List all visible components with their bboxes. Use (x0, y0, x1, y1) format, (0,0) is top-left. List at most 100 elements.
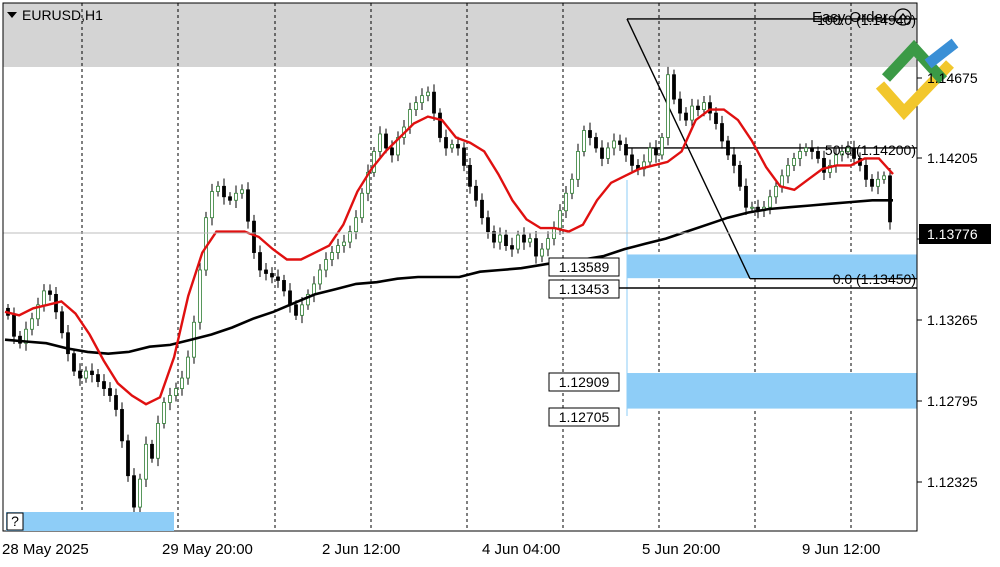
candle (30, 312, 34, 336)
candle (228, 192, 232, 205)
candle (630, 147, 634, 173)
candle (720, 115, 724, 149)
symbol-label: EURUSD,H1 (22, 7, 103, 23)
time-tick: 4 Jun 04:00 (482, 541, 560, 558)
candle (270, 267, 274, 284)
candle (348, 225, 352, 249)
candle (162, 397, 166, 429)
price-scale: 1.14675 1.14205 1.13735 1.13265 1.12795 … (917, 70, 978, 490)
easy-order-label[interactable]: Easy Order (812, 9, 888, 26)
candle (102, 374, 106, 396)
price-box-3[interactable]: 1.12909 (548, 372, 620, 392)
brand-logo (875, 38, 959, 121)
candle (600, 140, 604, 167)
fib-level-100-label: 100.0 (1.14940) (817, 12, 916, 28)
candle (168, 387, 172, 411)
time-tick: 5 Jun 20:00 (642, 541, 720, 558)
fib-trend-line[interactable] (626, 18, 751, 280)
price-history-band (3, 3, 917, 67)
time-scale: 28 May 2025 29 May 20:00 2 Jun 12:00 4 J… (2, 541, 880, 558)
candle (258, 245, 262, 277)
time-tick: 9 Jun 12:00 (802, 541, 880, 558)
candle (528, 233, 532, 248)
time-tick: 28 May 2025 (2, 541, 89, 558)
candle (372, 146, 376, 177)
candle (612, 133, 616, 156)
candle (648, 142, 652, 168)
price-box-1[interactable]: 1.13589 (548, 257, 620, 277)
fibonacci-retracement[interactable] (626, 18, 917, 280)
candle (822, 150, 826, 181)
candle (126, 434, 130, 482)
candle (78, 363, 82, 386)
candle (888, 168, 892, 230)
candle (516, 230, 520, 254)
candle (84, 366, 88, 383)
price-box-4[interactable]: 1.12705 (548, 407, 620, 427)
price-box-3-label: 1.12909 (559, 374, 610, 390)
fib-level-50-label: 50.0 (1.14200) (825, 142, 916, 158)
candle (606, 142, 610, 164)
candle (240, 184, 244, 199)
candle (534, 231, 538, 264)
candle (24, 321, 28, 351)
candle (840, 144, 844, 162)
candle (522, 227, 526, 250)
candle (462, 142, 466, 172)
help-button[interactable] (6, 512, 24, 531)
candle (342, 234, 346, 253)
candle (678, 91, 682, 121)
time-tick: 29 May 20:00 (162, 541, 253, 558)
current-price-label: 1.13776 (927, 226, 978, 242)
candle (576, 143, 580, 188)
candle (486, 210, 490, 239)
symbol-menu-icon[interactable] (7, 12, 17, 18)
candles (6, 66, 892, 515)
price-zone-1[interactable] (627, 254, 917, 279)
help-icon[interactable]: ? (11, 513, 19, 529)
candle (180, 370, 184, 396)
candle (690, 98, 694, 128)
candle (450, 139, 454, 153)
candle (216, 181, 220, 197)
candle (318, 264, 322, 290)
candle (732, 147, 736, 174)
candle (336, 238, 340, 260)
candle (444, 129, 448, 156)
candle (354, 210, 358, 240)
candle (432, 84, 436, 121)
price-tick: 1.12325 (927, 474, 978, 490)
candle (846, 141, 850, 159)
candle (384, 128, 388, 154)
price-tick: 1.14205 (927, 150, 978, 166)
candle (282, 274, 286, 297)
candle (510, 237, 514, 257)
candle (438, 108, 442, 143)
candle (36, 297, 40, 326)
candle (198, 262, 202, 330)
candle (132, 468, 136, 515)
candle (414, 96, 418, 117)
candle (264, 263, 268, 281)
price-tick: 1.14675 (927, 70, 978, 86)
price-box-1-label: 1.13589 (559, 259, 610, 275)
price-box-2[interactable]: 1.13453 (548, 279, 620, 299)
help-bar (6, 512, 174, 531)
candle (72, 348, 76, 376)
candle (210, 183, 214, 226)
candle (582, 125, 586, 157)
plot-frame (2, 2, 918, 532)
candle (618, 134, 622, 151)
price-zone-2[interactable] (627, 373, 917, 409)
easy-order-icon[interactable] (894, 8, 912, 26)
candle (426, 86, 430, 102)
candle (144, 436, 148, 487)
candle (138, 473, 142, 513)
candle (456, 136, 460, 156)
candle (660, 132, 664, 160)
candle (498, 227, 502, 250)
candle (672, 69, 676, 105)
